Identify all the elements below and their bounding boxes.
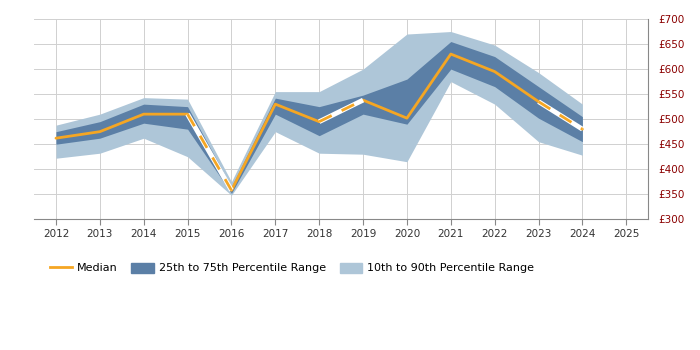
Legend: Median, 25th to 75th Percentile Range, 10th to 90th Percentile Range: Median, 25th to 75th Percentile Range, 1… [45,258,539,278]
